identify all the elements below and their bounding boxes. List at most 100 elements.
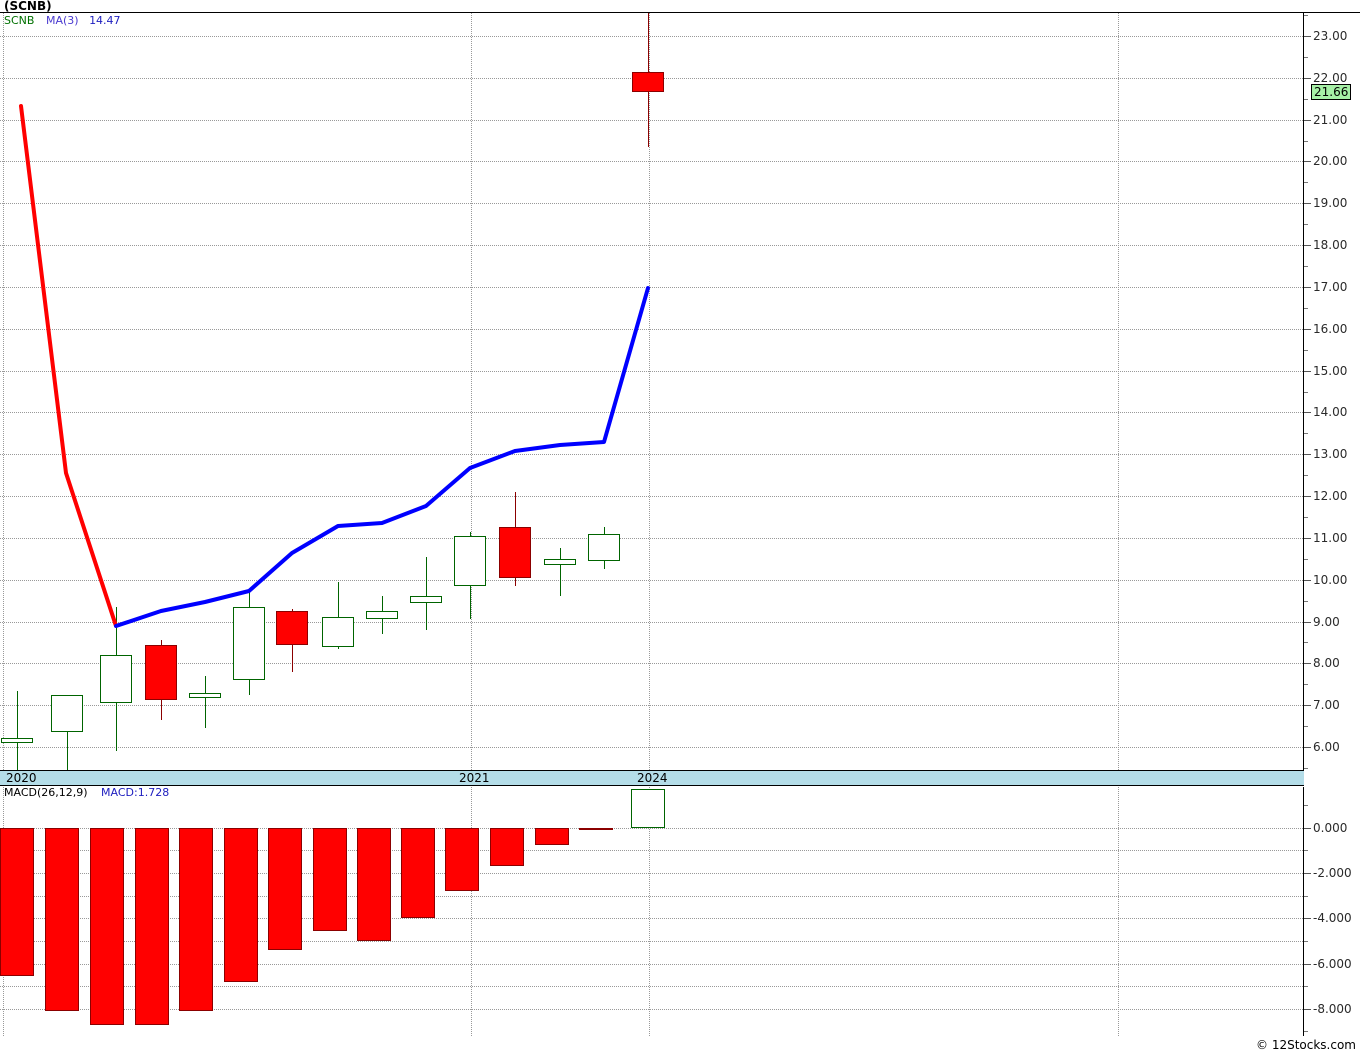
gridline-horizontal bbox=[0, 454, 1303, 456]
price-axis-label: 6.00 bbox=[1313, 739, 1340, 754]
gridline-horizontal bbox=[0, 370, 1303, 372]
candle-body bbox=[233, 606, 265, 681]
candle-wick bbox=[67, 694, 68, 770]
candle-body bbox=[588, 533, 620, 561]
gridline-vertical bbox=[649, 13, 650, 770]
price-axis[interactable]: 23.00 22.00 21.00 20.00 19.00 18.00 17.00 16.00… bbox=[1304, 13, 1360, 770]
gridline-vertical bbox=[1118, 13, 1119, 770]
macd-histogram-bar[interactable] bbox=[535, 827, 569, 845]
gridline-horizontal bbox=[0, 579, 1303, 581]
macd-histogram-bar[interactable] bbox=[45, 827, 79, 1012]
price-chart-panel[interactable]: SCNB MA(3) 14.47 bbox=[0, 13, 1304, 770]
legend-symbol: SCNB bbox=[4, 14, 35, 27]
macd-histogram-bar[interactable] bbox=[0, 827, 34, 976]
axis-tick bbox=[1304, 496, 1311, 498]
axis-tick-minor bbox=[1304, 940, 1308, 942]
gridline-vertical bbox=[471, 787, 472, 1036]
axis-tick bbox=[1304, 705, 1311, 707]
axis-tick-minor bbox=[1304, 433, 1308, 435]
axis-tick bbox=[1304, 1008, 1311, 1010]
axis-tick-minor bbox=[1304, 98, 1308, 100]
candle-body bbox=[632, 71, 664, 93]
gridline-vertical bbox=[1118, 787, 1119, 1036]
macd-axis-label: 0.000 bbox=[1313, 820, 1348, 835]
axis-tick-minor bbox=[1304, 391, 1308, 393]
macd-histogram-bar[interactable] bbox=[135, 827, 169, 1026]
price-axis-label: 18.00 bbox=[1313, 238, 1348, 253]
gridline-horizontal-minor bbox=[0, 986, 1303, 988]
macd-legend: MACD(26,12,9) MACD:1.728 bbox=[4, 786, 169, 799]
axis-tick bbox=[1304, 245, 1311, 247]
gridline-horizontal bbox=[0, 119, 1303, 121]
price-date-axis[interactable]: 2020 2021 2024 bbox=[0, 770, 1304, 786]
macd-axis-label: -4.000 bbox=[1313, 911, 1352, 926]
gridline-horizontal bbox=[0, 873, 1303, 875]
macd-histogram-bar[interactable] bbox=[401, 827, 435, 919]
axis-tick-minor bbox=[1304, 767, 1308, 769]
macd-histogram-bar[interactable] bbox=[268, 827, 302, 950]
axis-tick bbox=[1304, 370, 1311, 372]
window-title-bar: (SCNB) bbox=[0, 0, 1360, 13]
macd-legend-value: MACD:1.728 bbox=[101, 786, 170, 799]
legend-ma-label: MA(3) bbox=[45, 14, 79, 27]
macd-histogram-bar[interactable] bbox=[631, 788, 665, 828]
macd-chart-panel[interactable]: MACD(26,12,9) MACD:1.728 bbox=[0, 786, 1304, 1036]
axis-tick-minor bbox=[1304, 56, 1308, 58]
legend-ma-value: 14.47 bbox=[89, 14, 121, 27]
macd-legend-label: MACD(26,12,9) bbox=[4, 786, 88, 799]
macd-axis-label: -6.000 bbox=[1313, 956, 1352, 971]
axis-tick-minor bbox=[1304, 516, 1308, 518]
axis-tick bbox=[1304, 119, 1311, 121]
axis-tick-minor bbox=[1304, 140, 1308, 142]
macd-axis-label: -2.000 bbox=[1313, 866, 1352, 881]
axis-tick bbox=[1304, 77, 1311, 79]
price-axis-label: 8.00 bbox=[1313, 656, 1340, 671]
gridline-horizontal bbox=[0, 663, 1303, 665]
axis-tick-minor bbox=[1304, 895, 1308, 897]
macd-histogram-bar[interactable] bbox=[313, 827, 347, 931]
price-axis-label: 13.00 bbox=[1313, 447, 1348, 462]
gridline-horizontal bbox=[0, 537, 1303, 539]
price-axis-label: 7.00 bbox=[1313, 698, 1340, 713]
candle-body bbox=[366, 611, 398, 620]
gridline-horizontal bbox=[0, 621, 1303, 623]
gridline-horizontal bbox=[0, 245, 1303, 247]
axis-tick bbox=[1304, 918, 1311, 920]
axis-tick-minor bbox=[1304, 805, 1308, 807]
macd-histogram-bar[interactable] bbox=[179, 827, 213, 1012]
gridline-vertical bbox=[471, 13, 472, 770]
price-axis-label: 17.00 bbox=[1313, 279, 1348, 294]
candle-body bbox=[145, 644, 177, 701]
gridline-horizontal bbox=[0, 963, 1303, 965]
macd-axis[interactable]: 0.000 -2.000 -4.000 -6.000 -8.000 bbox=[1304, 787, 1360, 1036]
gridline-horizontal bbox=[0, 705, 1303, 707]
macd-histogram-bar[interactable] bbox=[357, 827, 391, 941]
gridline-horizontal bbox=[0, 496, 1303, 498]
axis-tick-minor bbox=[1304, 986, 1308, 988]
macd-histogram-bar[interactable] bbox=[579, 827, 613, 831]
candle-wick bbox=[205, 675, 206, 729]
macd-histogram-bar[interactable] bbox=[490, 827, 524, 867]
axis-tick bbox=[1304, 621, 1311, 623]
axis-tick-minor bbox=[1304, 224, 1308, 226]
macd-histogram-bar[interactable] bbox=[90, 827, 124, 1025]
gridline-vertical bbox=[649, 787, 650, 1036]
price-axis-label: 11.00 bbox=[1313, 530, 1348, 545]
macd-histogram-bar[interactable] bbox=[445, 827, 479, 892]
gridline-horizontal bbox=[0, 36, 1303, 37]
candle-wick bbox=[338, 581, 339, 649]
axis-tick-minor bbox=[1304, 307, 1308, 309]
macd-plot-area[interactable] bbox=[0, 787, 1303, 1036]
macd-axis-label: -8.000 bbox=[1313, 1001, 1352, 1016]
gridline-horizontal-minor bbox=[0, 940, 1303, 942]
gridline-horizontal bbox=[0, 286, 1303, 288]
axis-tick-minor bbox=[1304, 558, 1308, 560]
price-plot-area[interactable] bbox=[0, 13, 1303, 770]
candle-body bbox=[410, 596, 442, 603]
axis-tick bbox=[1304, 36, 1311, 37]
axis-tick-minor bbox=[1304, 642, 1308, 644]
macd-histogram-bar[interactable] bbox=[224, 827, 258, 982]
axis-tick bbox=[1304, 579, 1311, 581]
candle-body bbox=[544, 558, 576, 566]
